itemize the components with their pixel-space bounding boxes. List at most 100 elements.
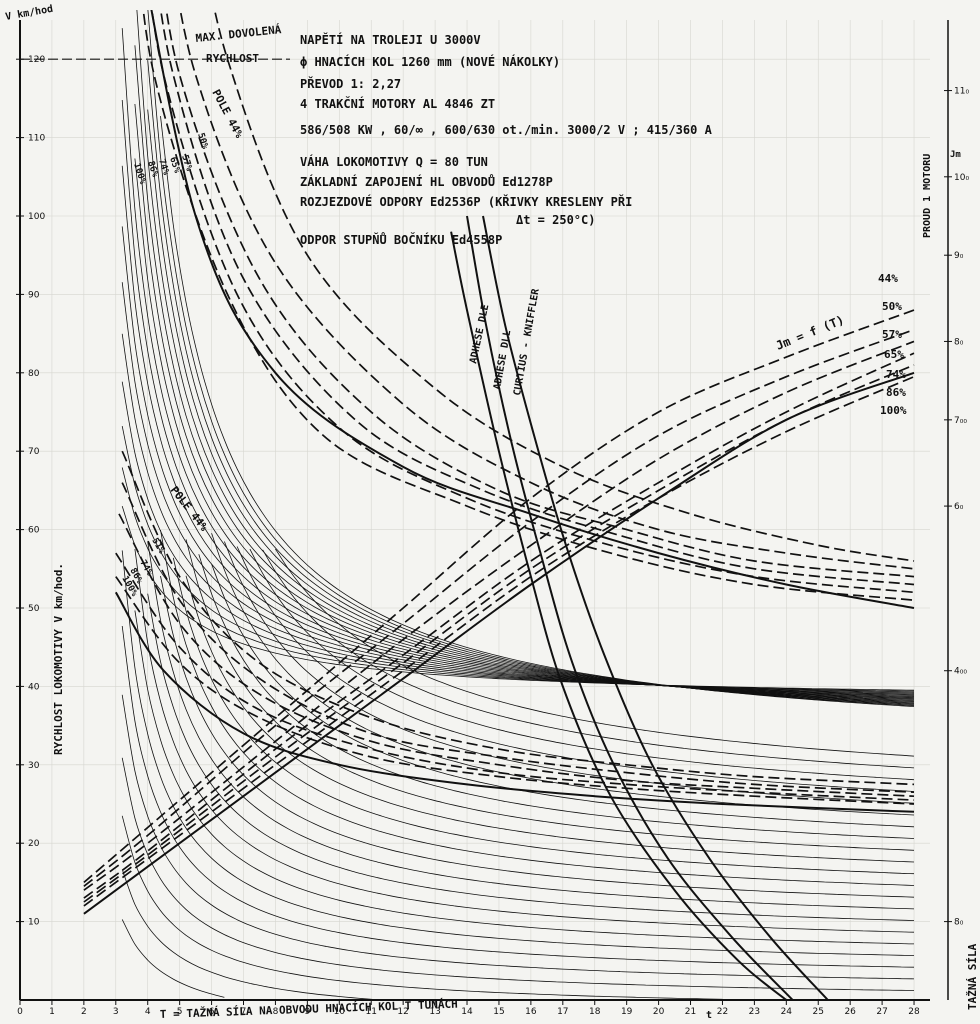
speed-low-curve [114,591,915,813]
field-label-high: 57% [179,154,194,173]
speed-high-curve [159,10,915,586]
speed-high-curve [150,10,915,609]
step-curve [136,10,915,704]
current-curve [83,340,915,891]
x-tick-label: 6 [209,1007,215,1017]
x-tick-label: 5 [177,1007,183,1017]
field-label-high: 74% [156,158,171,177]
info-line: 4 TRAKČNÍ MOTORY AL 4846 ZT [300,96,495,111]
step-curve [262,549,915,769]
speed-high-curve [179,10,915,570]
step-curve [121,919,225,998]
y-tick-label: 20 [28,839,40,849]
y-tick-label: 70 [28,447,40,457]
speed-high-curve [142,10,915,602]
y-tick-label: 120 [28,55,45,65]
step-curve [121,381,915,694]
step-curve [160,116,915,707]
x-tick-label: 24 [781,1007,793,1017]
y-tick-label: 80 [28,369,40,379]
x-axis-unit: t [706,1010,712,1021]
step-curve [236,546,915,792]
chart-curves [83,10,915,1000]
y-tick-label: 110 [28,134,45,144]
current-percent-label: 100% [880,404,907,417]
resistance-step-lines [121,10,915,1000]
x-tick-label: 16 [525,1007,537,1017]
x-tick-label: 17 [557,1007,568,1017]
x-tick-label: 11 [366,1007,377,1017]
step-curve [121,226,915,697]
right-tick-label: 8₀ [954,337,964,347]
step-curve [121,694,915,980]
step-curve [121,333,915,695]
x-tick-label: 18 [589,1007,601,1017]
step-curve [185,539,915,851]
step-curve [134,549,915,933]
step-curve [121,550,915,956]
x-tick-label: 10 [334,1007,346,1017]
right-tick-label: 6₀ [954,502,964,512]
x-tick-label: 19 [621,1007,633,1017]
x-tick-label: 22 [717,1007,728,1017]
max-speed-label-2: RYCHLOST [206,52,259,65]
info-line: ROZJEZDOVÉ ODPORY Ed2536P (KŘIVKY KRESLE… [300,194,632,209]
x-tick-label: 23 [749,1007,760,1017]
x-tick-label: 27 [876,1007,887,1017]
step-curve [121,28,915,700]
step-curve [224,541,915,804]
current-curve [83,375,915,907]
x-tick-label: 7 [241,1007,247,1017]
step-curve [121,99,915,699]
x-tick-label: 20 [653,1007,665,1017]
y-tick-label: 60 [28,526,40,536]
step-curve [249,548,915,781]
step-curve [121,625,915,968]
current-percent-label: 44% [878,272,898,285]
chart-axes [19,20,949,1001]
step-curve [134,103,915,702]
current-curve [83,309,915,884]
right-tick-label: 9₀ [954,251,964,261]
info-line: ϕ HNACÍCH KOL 1260 mm (NOVÉ NÁKOLKY) [300,54,560,69]
right-axis-unit: Jm [950,150,961,160]
field-label-high: 65% [167,156,182,175]
x-tick-label: 26 [844,1007,856,1017]
step-curve [147,60,915,706]
step-curve [121,282,915,696]
step-curve [134,45,915,703]
x-tick-label: 25 [813,1007,824,1017]
step-curve [121,757,915,991]
speed-low-curve [121,450,915,786]
speed-high-curve [165,10,915,578]
x-tick-label: 2 [81,1007,87,1017]
step-curve [147,593,915,921]
current-curve [83,352,915,899]
x-tick-label: 8 [273,1007,279,1017]
y-tick-label: 50 [28,604,40,614]
info-line: NAPĚTÍ NA TROLEJI U 3000V [300,32,481,47]
x-tick-label: 13 [429,1007,440,1017]
step-curve [147,10,915,707]
step-curve [121,467,915,692]
right-tick-label: 11₀ [954,87,969,97]
info-line: 586/508 KW , 60/∞ , 600/630 ot./min. 300… [300,123,713,137]
current-percent-label: 74% [886,368,906,381]
info-line: PŘEVOD 1: 2,27 [300,76,401,91]
right-tick-label: 8₀ [954,918,964,928]
speed-high-curve [213,10,915,562]
right-axis-label: PROUD 1 MOTORU [922,154,933,238]
step-curve [121,426,915,693]
speed-low-curve [118,513,915,798]
info-line: ODPOR STUPŇŮ BOČNÍKU Ed4558P [300,232,502,247]
x-tick-label: 14 [461,1007,473,1017]
adhesion-curve [450,231,787,1000]
x-tick-label: 21 [685,1007,696,1017]
current-curve [83,364,915,903]
adhesion-curve [466,215,794,1000]
step-curve [121,815,761,1000]
bottom-right-label: TAŽNÁ SÍLA [966,943,979,1010]
step-curve [185,575,915,863]
x-tick-label: 15 [493,1007,504,1017]
